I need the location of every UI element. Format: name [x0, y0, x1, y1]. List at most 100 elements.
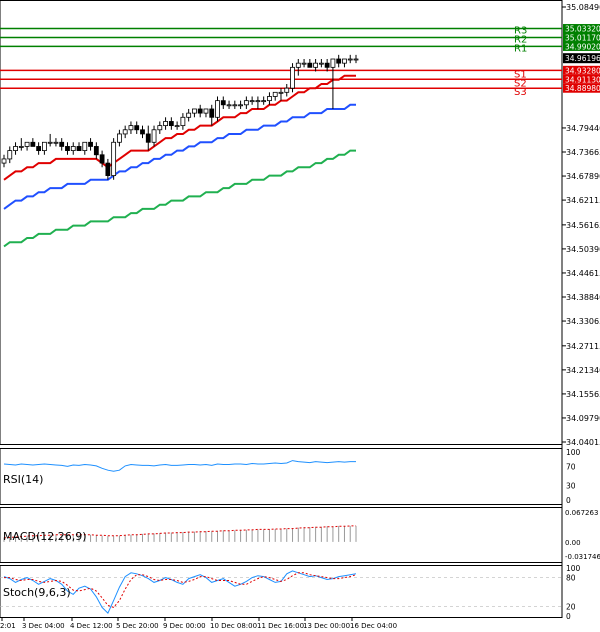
- current-price-box: [563, 53, 600, 64]
- candle-body: [255, 100, 261, 103]
- time-tick-label: 13 Dec 00:00: [303, 622, 350, 630]
- candle-body: [122, 129, 128, 135]
- price-tick-label: 35.08490: [566, 3, 600, 12]
- candle-body: [7, 150, 13, 160]
- candle-body: [140, 129, 145, 135]
- candle-body: [59, 141, 65, 147]
- candle-body: [13, 146, 18, 152]
- candle-body: [117, 133, 122, 143]
- candle-body: [134, 125, 140, 131]
- candle-body: [324, 62, 330, 68]
- candle-body: [249, 100, 255, 103]
- rsi-tick-label: 70: [566, 462, 576, 471]
- time-tick-label: 11 Dec 16:00: [257, 622, 304, 630]
- main-panel-frame: [0, 0, 563, 445]
- time-tick-label: 10 Dec 08:00: [210, 622, 257, 630]
- candle-body: [272, 91, 278, 97]
- time-tick-label: 5 Dec 20:00: [116, 622, 159, 630]
- macd-panel-frame: [0, 507, 563, 563]
- stoch-panel-frame: [0, 565, 563, 618]
- level-price-label: 34.88980: [565, 84, 600, 93]
- price-tick-label: 34.50390: [566, 245, 600, 254]
- candle-body: [36, 146, 42, 152]
- level-price-box: [563, 32, 600, 42]
- level-price-label: 35.03320: [565, 25, 600, 34]
- level-price-box: [563, 41, 600, 51]
- price-tick-label: 34.27115: [566, 342, 600, 351]
- candle-body: [88, 141, 93, 147]
- level-price-box: [563, 24, 600, 34]
- candle-body: [261, 100, 267, 103]
- candle-body: [336, 58, 342, 64]
- macd-tick-label: 0.067263: [565, 509, 598, 517]
- macd-tick-label: -0.031746: [565, 553, 600, 561]
- candle-body: [342, 58, 347, 64]
- candle-body: [128, 125, 134, 131]
- moving-average-line-1: [3, 74, 356, 181]
- time-tick-label: 3 Dec 04:00: [22, 622, 65, 630]
- stoch-tick-label: 80: [566, 574, 576, 583]
- time-tick-label: 16 Dec 04:00: [350, 622, 397, 630]
- macd-label: MACD(12,26,9): [3, 530, 87, 543]
- price-tick-label: 34.33065: [566, 317, 600, 326]
- price-tick-label: 34.15565: [566, 390, 600, 399]
- candle-body: [24, 141, 30, 147]
- candle-body: [295, 62, 301, 68]
- stoch-k-line: [3, 570, 357, 614]
- level-name-s3: S3: [514, 87, 527, 98]
- candle-body: [301, 62, 307, 65]
- rsi-tick-label: 0: [566, 496, 571, 505]
- level-price-label: 34.99020: [565, 42, 600, 51]
- candle-body: [41, 141, 47, 152]
- candle-body: [290, 66, 295, 89]
- time-tick-label: 9 Dec 00:00: [163, 622, 206, 630]
- moving-average-line-3: [3, 149, 356, 248]
- candle-body: [238, 104, 243, 107]
- level-name-r2: R2: [514, 34, 527, 45]
- candle-body: [330, 58, 336, 68]
- macd-panel: 0.067263 0.00 -0.031746 MACD(12,26,9): [3, 509, 600, 561]
- price-tick-label: 34.21340: [566, 366, 600, 375]
- candle-body: [76, 146, 82, 152]
- candle-body: [168, 121, 174, 127]
- rsi-panel-frame: [0, 448, 563, 505]
- level-price-label: 35.01170: [565, 33, 600, 42]
- moving-average-line-2: [3, 103, 356, 210]
- price-tick-label: 34.09790: [566, 414, 600, 423]
- stoch-tick-label: 20: [566, 602, 576, 611]
- price-tick-label: 34.67890: [566, 172, 600, 181]
- price-tick-label: 34.38840: [566, 293, 600, 302]
- candles: [1, 54, 359, 180]
- price-tick-label: 34.44615: [566, 269, 600, 278]
- price-tick-label: 34.79440: [566, 124, 600, 133]
- candle-body: [278, 91, 284, 94]
- time-tick-label: 2:01: [0, 622, 16, 630]
- price-tick-label: 34.04015: [566, 438, 600, 447]
- time-axis: 2:01 3 Dec 04:00 4 Dec 12:00 5 Dec 20:00 9 D…: [0, 618, 397, 630]
- stoch-label: Stoch(9,6,3): [3, 586, 71, 599]
- time-tick-label: 4 Dec 12:00: [70, 622, 113, 630]
- candle-body: [243, 100, 249, 106]
- candle-body: [180, 116, 186, 127]
- macd-tick-label: 0.00: [565, 539, 581, 547]
- level-name-s2: S2: [514, 78, 527, 89]
- level-price-label: 34.93280: [565, 66, 600, 75]
- candle-body: [47, 141, 53, 144]
- candle-body: [197, 108, 203, 114]
- candle-body: [347, 58, 353, 61]
- candle-body: [192, 108, 197, 114]
- candle-body: [209, 108, 215, 118]
- rsi-label: RSI(14): [3, 473, 43, 486]
- pivot-levels: R3 35.03320 R2 35.01170 R1 34.99020 S1 34.93280…: [0, 24, 600, 98]
- candle-body: [157, 125, 163, 131]
- price-tick-label: 34.56165: [566, 221, 600, 230]
- candle-body: [93, 146, 99, 156]
- price-tick-label: 34.73665: [566, 148, 600, 157]
- level-name-r3: R3: [514, 26, 527, 37]
- candle-body: [318, 62, 324, 65]
- candle-body: [203, 108, 209, 114]
- level-price-label: 34.91130: [565, 75, 600, 84]
- macd-signal-line: [3, 525, 356, 539]
